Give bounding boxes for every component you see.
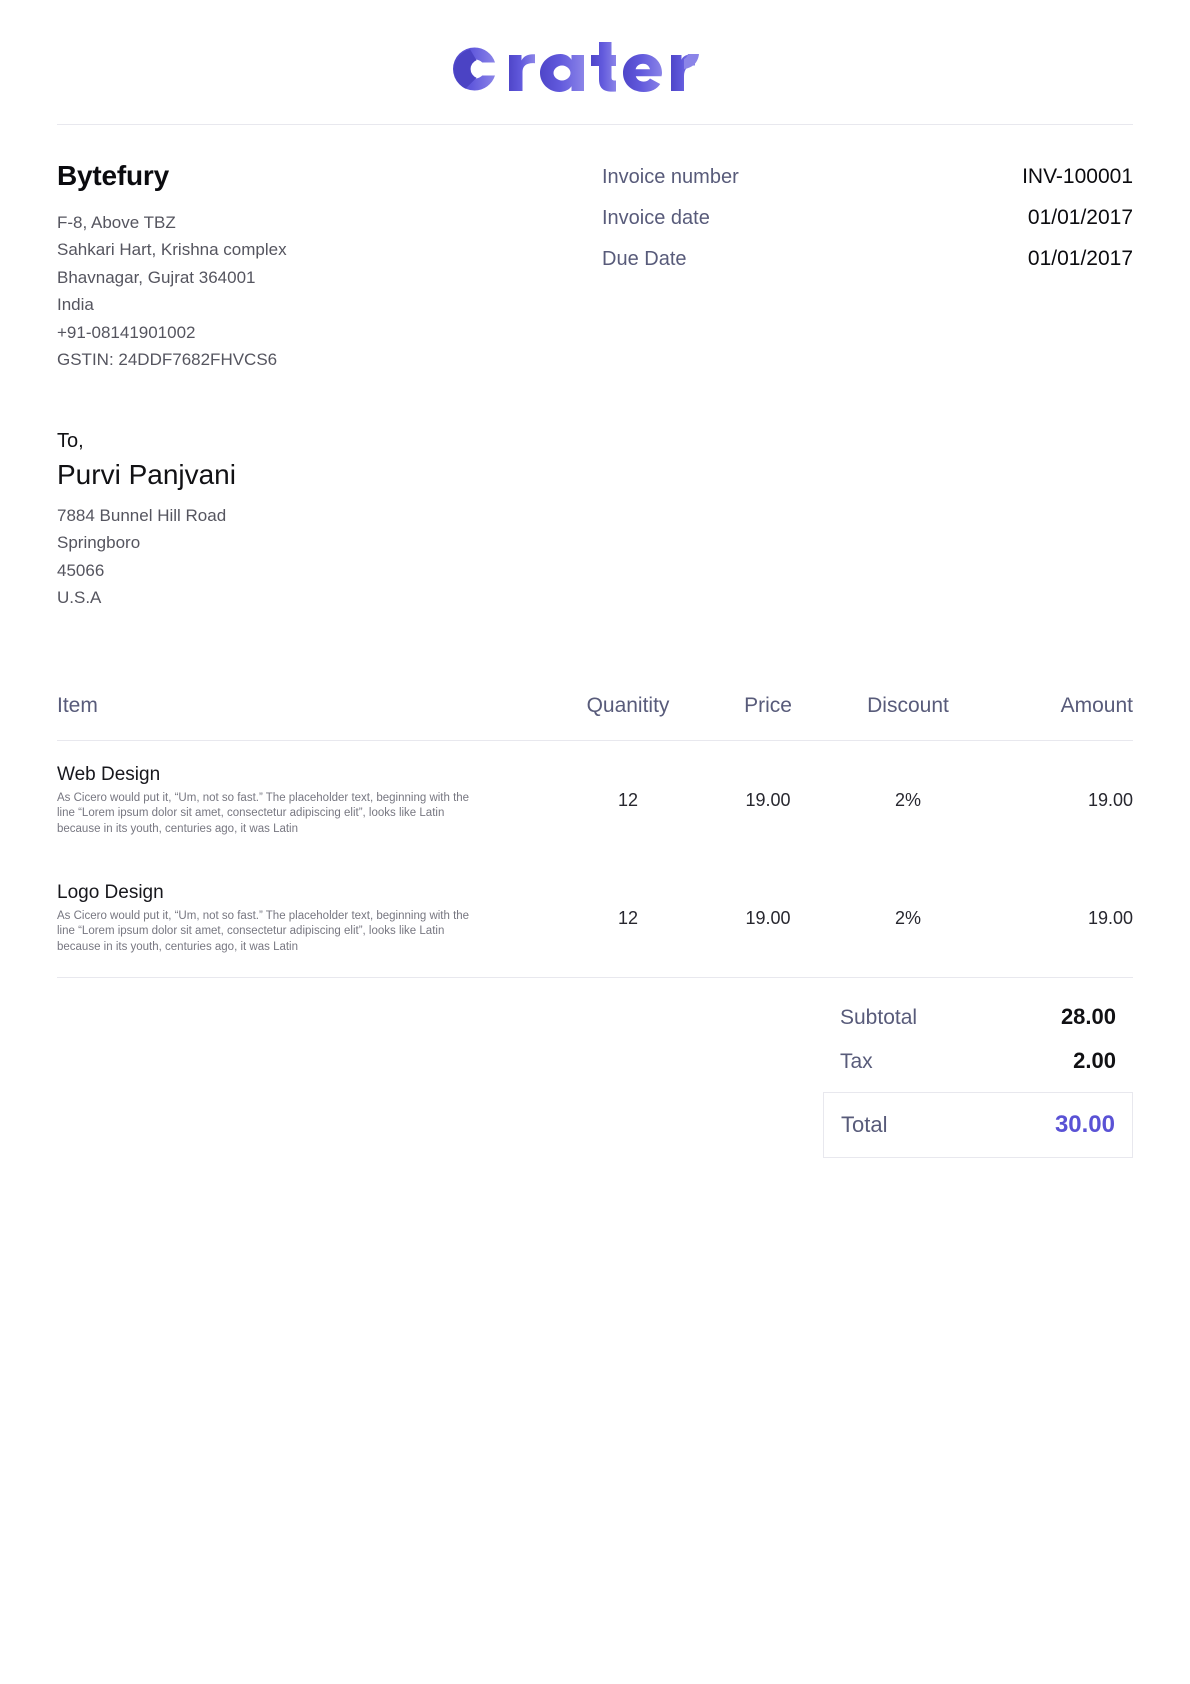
company-address-line: Sahkari Hart, Krishna complex	[57, 240, 287, 260]
brand-logo	[0, 0, 1190, 102]
item-name: Web Design	[57, 763, 161, 785]
due-date-row: Due Date 01/01/2017	[602, 246, 1133, 271]
bill-to-address-line: Springboro	[57, 533, 141, 553]
item-amount: 19.00	[1087, 789, 1133, 810]
company-address-line: Bhavnagar, Gujrat 364001	[57, 267, 256, 287]
item-discount: 2%	[894, 789, 921, 810]
column-header-quantity: Quanitity	[586, 693, 670, 717]
subtotal-label: Subtotal	[840, 1006, 918, 1030]
items-table: Item Quanitity Price Discount Amount Web…	[57, 694, 1133, 978]
invoice-header: Bytefury F-8, Above TBZ Sahkari Hart, Kr…	[0, 125, 1190, 374]
invoice-date-label: Invoice date	[602, 207, 710, 230]
item-description: As Cicero would put it, “Um, not so fast…	[57, 791, 470, 835]
item-price: 19.00	[745, 907, 791, 928]
table-row: Web Design As Cicero would put it, “Um, …	[57, 740, 1133, 859]
total-value: 30.00	[1054, 1111, 1115, 1139]
tax-label: Tax	[840, 1050, 873, 1074]
totals-box: Subtotal 28.00 Tax 2.00 Total 30.00	[823, 1004, 1133, 1159]
tax-value: 2.00	[1073, 1048, 1116, 1074]
table-header-row: Item Quanitity Price Discount Amount	[57, 694, 1133, 741]
bill-to-address-line: 7884 Bunnel Hill Road	[57, 505, 227, 525]
due-date-value: 01/01/2017	[1027, 247, 1133, 271]
item-quantity: 12	[617, 907, 639, 928]
subtotal-value: 28.00	[1060, 1004, 1116, 1030]
item-amount: 19.00	[1087, 907, 1133, 928]
column-header-discount: Discount	[867, 693, 949, 717]
item-quantity: 12	[617, 789, 639, 810]
item-name: Logo Design	[57, 882, 164, 904]
column-header-item: Item	[57, 693, 98, 717]
item-description: As Cicero would put it, “Um, not so fast…	[57, 909, 470, 953]
item-cell: Logo Design As Cicero would put it, “Um,…	[57, 859, 553, 978]
invoice-number-value: INV-100001	[1022, 165, 1133, 188]
company-address-line: F-8, Above TBZ	[57, 212, 176, 232]
company-address-line: India	[57, 295, 94, 315]
item-cell: Web Design As Cicero would put it, “Um, …	[57, 740, 553, 859]
company-address: F-8, Above TBZ Sahkari Hart, Krishna com…	[57, 209, 602, 374]
company-phone: +91-08141901002	[57, 322, 196, 342]
company-gstin: GSTIN: 24DDF7682FHVCS6	[57, 350, 278, 370]
invoice-number-label: Invoice number	[602, 166, 739, 188]
due-date-label: Due Date	[602, 248, 687, 271]
crater-logo-icon	[453, 42, 699, 92]
company-name: Bytefury	[57, 160, 169, 191]
invoice-number-row: Invoice number INV-100001	[602, 164, 1133, 189]
tax-row: Tax 2.00	[823, 1048, 1133, 1074]
company-block: Bytefury F-8, Above TBZ Sahkari Hart, Kr…	[57, 160, 602, 374]
table-row: Logo Design As Cicero would put it, “Um,…	[57, 859, 1133, 978]
bill-to-label: To,	[57, 429, 84, 452]
bill-to-address-line: 45066	[57, 560, 105, 580]
bill-to-block: To, Purvi Panjvani 7884 Bunnel Hill Road…	[0, 374, 1190, 612]
item-price: 19.00	[745, 789, 791, 810]
bill-to-address-line: U.S.A	[57, 588, 102, 608]
invoice-date-value: 01/01/2017	[1027, 206, 1133, 230]
item-discount: 2%	[894, 907, 921, 928]
totals-section: Subtotal 28.00 Tax 2.00 Total 30.00	[0, 1004, 1190, 1159]
header-divider	[57, 124, 1133, 125]
subtotal-row: Subtotal 28.00	[823, 1004, 1133, 1030]
invoice-date-row: Invoice date 01/01/2017	[602, 205, 1133, 230]
total-label: Total	[841, 1112, 888, 1138]
total-row: Total 30.00	[823, 1092, 1133, 1159]
column-header-price: Price	[744, 693, 792, 717]
invoice-meta-block: Invoice number INV-100001 Invoice date 0…	[602, 161, 1133, 288]
bill-to-name: Purvi Panjvani	[57, 458, 236, 490]
column-header-amount: Amount	[1060, 693, 1133, 717]
